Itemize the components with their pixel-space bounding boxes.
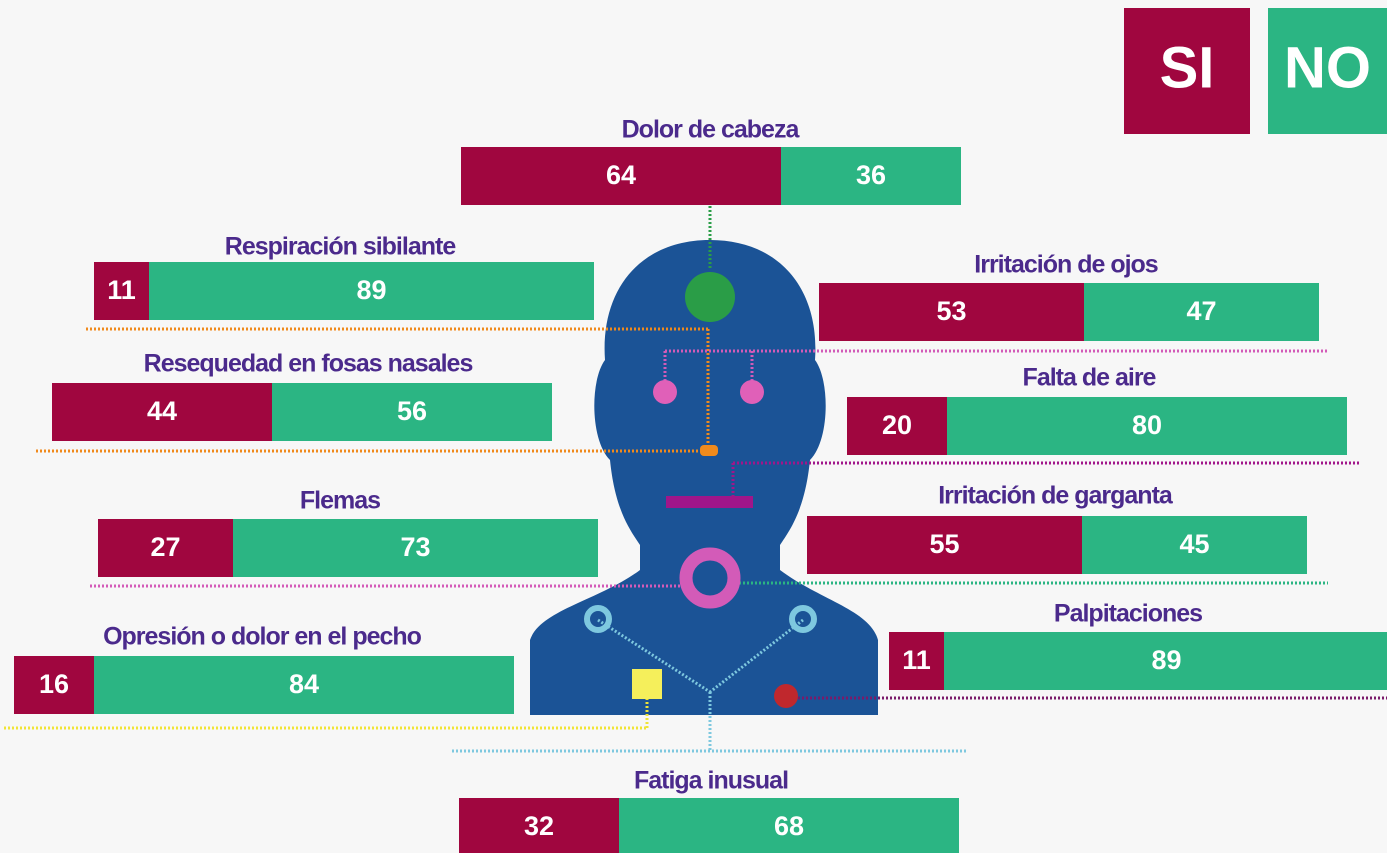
eye-icon xyxy=(740,380,764,404)
nose-icon xyxy=(700,445,718,456)
category-label: Irritación de garganta xyxy=(938,482,1174,510)
bar-segment xyxy=(947,397,1347,455)
category-label: Resequedad en fosas nasales xyxy=(144,350,473,378)
category-label: Irritación de ojos xyxy=(974,251,1158,279)
chest-icon xyxy=(632,669,662,699)
head-icon xyxy=(685,272,735,322)
bar-segment xyxy=(944,632,1387,690)
category-label: Respiración sibilante xyxy=(225,233,457,261)
eye-icon xyxy=(653,380,677,404)
legend-swatch xyxy=(1268,8,1387,134)
value-label: 84 xyxy=(289,669,319,699)
bar-segment xyxy=(52,383,272,441)
bar-segment xyxy=(149,262,594,320)
bar-segment xyxy=(889,632,944,690)
bar-segment xyxy=(94,656,514,714)
value-label: 68 xyxy=(774,811,804,841)
value-label: 44 xyxy=(147,396,177,426)
lung-icon xyxy=(789,605,817,633)
category-label: Palpitaciones xyxy=(1054,600,1202,628)
bar-segment xyxy=(619,798,959,853)
value-label: 11 xyxy=(107,275,136,305)
value-label: 47 xyxy=(1186,296,1216,326)
bar-segment xyxy=(272,383,552,441)
category-label: Falta de aire xyxy=(1023,364,1157,392)
bar-segment xyxy=(1082,516,1307,574)
value-label: 89 xyxy=(356,275,386,305)
lung-icon xyxy=(584,605,612,633)
value-label: 55 xyxy=(929,529,959,559)
category-label: Dolor de cabeza xyxy=(622,116,801,144)
value-label: 27 xyxy=(150,532,180,562)
value-label: 20 xyxy=(882,410,912,440)
value-label: 45 xyxy=(1179,529,1209,559)
category-label: Fatiga inusual xyxy=(634,767,788,795)
legend-swatch xyxy=(1124,8,1250,134)
bar-segment xyxy=(847,397,947,455)
bar-segment xyxy=(94,262,149,320)
legend-label: NO xyxy=(1284,35,1371,100)
value-label: 36 xyxy=(856,160,886,190)
bar-segment xyxy=(1084,283,1319,341)
bar-segment xyxy=(819,283,1084,341)
bar-segment xyxy=(233,519,598,577)
bar-segment xyxy=(461,147,781,205)
value-label: 11 xyxy=(902,645,931,675)
value-label: 56 xyxy=(397,396,427,426)
value-label: 53 xyxy=(936,296,966,326)
value-label: 80 xyxy=(1132,410,1162,440)
throat-icon xyxy=(679,547,741,609)
head-icons xyxy=(584,272,817,708)
bar-segment xyxy=(98,519,233,577)
connectors xyxy=(4,206,1387,753)
value-label: 89 xyxy=(1151,645,1181,675)
value-label: 64 xyxy=(606,160,636,190)
category-label: Opresión o dolor en el pecho xyxy=(103,623,422,651)
mouth-icon xyxy=(666,496,753,508)
bar-segment xyxy=(459,798,619,853)
value-label: 73 xyxy=(400,532,430,562)
head-silhouette xyxy=(530,240,878,715)
bar-segment xyxy=(781,147,961,205)
heart-icon xyxy=(774,684,798,708)
legend-label: SI xyxy=(1160,35,1215,100)
value-label: 32 xyxy=(524,811,554,841)
bar-segment xyxy=(807,516,1082,574)
category-label: Flemas xyxy=(300,487,380,515)
bar-segment xyxy=(14,656,94,714)
value-label: 16 xyxy=(39,669,69,699)
